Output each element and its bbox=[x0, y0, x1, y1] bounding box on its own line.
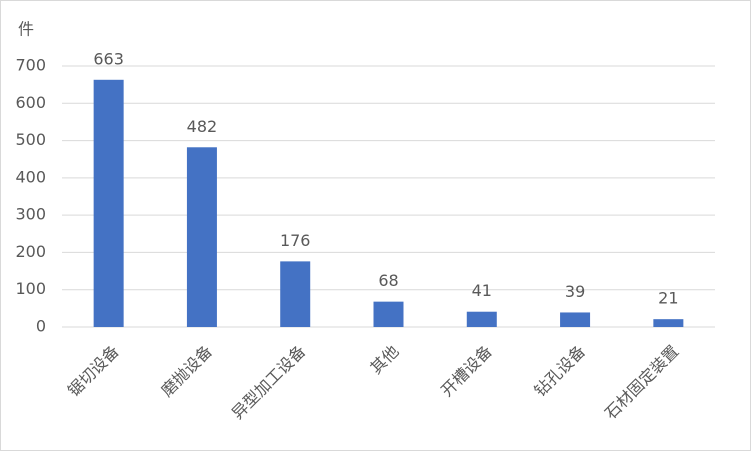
y-tick-label: 0 bbox=[36, 317, 46, 336]
bar bbox=[186, 147, 217, 327]
data-label: 176 bbox=[280, 231, 311, 250]
bar bbox=[373, 301, 404, 327]
bar bbox=[280, 261, 311, 327]
data-label: 21 bbox=[658, 289, 678, 308]
y-tick-label: 100 bbox=[15, 279, 46, 298]
bar bbox=[653, 319, 684, 327]
data-label: 663 bbox=[93, 49, 124, 68]
data-label: 39 bbox=[565, 282, 585, 301]
y-tick-label: 500 bbox=[15, 130, 46, 149]
y-tick-label: 300 bbox=[15, 205, 46, 224]
data-label: 41 bbox=[472, 281, 492, 300]
y-tick-label: 600 bbox=[15, 93, 46, 112]
bar bbox=[93, 79, 124, 327]
data-label: 68 bbox=[378, 271, 398, 290]
y-axis-unit: 件 bbox=[18, 20, 34, 39]
bar bbox=[466, 311, 497, 327]
data-label: 482 bbox=[187, 117, 218, 136]
y-tick-label: 200 bbox=[15, 242, 46, 261]
y-tick-label: 400 bbox=[15, 167, 46, 186]
bar bbox=[560, 312, 591, 327]
y-tick-label: 700 bbox=[15, 56, 46, 75]
